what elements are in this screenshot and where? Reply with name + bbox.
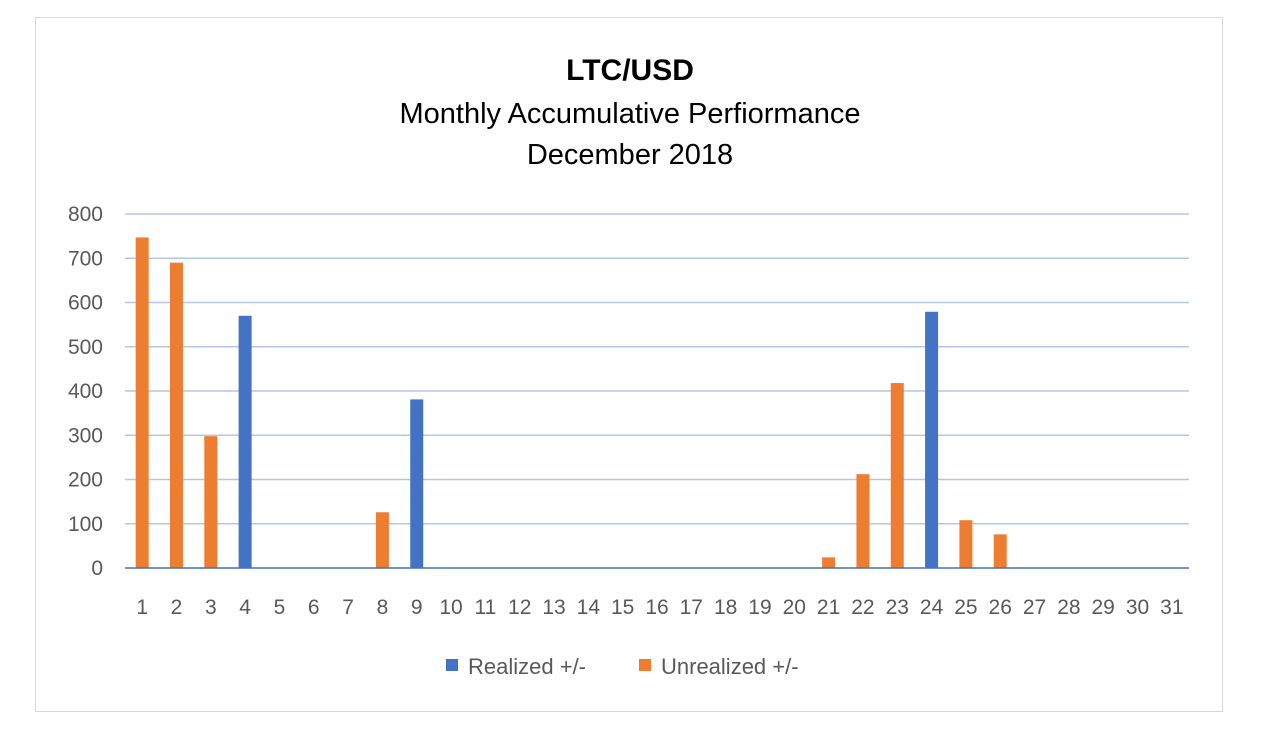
legend-swatch-realized: [446, 659, 458, 671]
x-tick-label: 19: [748, 596, 771, 619]
x-tick-label: 11: [474, 596, 496, 619]
bar-unrealized-day-3: [204, 436, 218, 568]
y-tick-label: 700: [68, 247, 103, 270]
y-axis-ticks: 0 100 200 300 400 500 600 700 800: [68, 203, 103, 580]
x-tick-label: 12: [508, 596, 531, 619]
x-tick-label: 4: [239, 596, 251, 619]
x-tick-label: 9: [411, 596, 423, 619]
x-tick-label: 20: [783, 596, 806, 619]
x-tick-label: 18: [714, 596, 737, 619]
bar-unrealized-day-26: [993, 534, 1007, 568]
chart-svg: LTC/USD Monthly Accumulative Perfiormanc…: [68, 54, 1189, 679]
y-tick-label: 800: [68, 203, 103, 226]
x-axis-ticks: 1 2 3 4 5 6 7 8 9 10 11 12 13 14 15 16 17 18 19 20 21 22 23 24 2…: [136, 596, 1183, 619]
gridlines: [125, 213, 1189, 525]
x-tick-label: 22: [851, 596, 874, 619]
x-tick-label: 28: [1057, 596, 1080, 619]
legend-swatch-unrealized: [639, 659, 651, 671]
legend: Realized +/- Unrealized +/-: [446, 654, 799, 679]
y-tick-label: 500: [68, 336, 103, 359]
y-tick-label: 400: [68, 380, 103, 403]
x-tick-label: 15: [611, 596, 634, 619]
x-tick-label: 13: [542, 596, 565, 619]
bar-unrealized-day-23: [890, 383, 904, 568]
bar-unrealized-day-22: [856, 474, 870, 568]
legend-label-unrealized: Unrealized +/-: [661, 654, 799, 679]
chart-title: LTC/USD: [566, 54, 694, 87]
x-tick-label: 2: [171, 596, 183, 619]
y-tick-label: 200: [68, 469, 103, 492]
x-tick-label: 10: [439, 596, 462, 619]
x-tick-label: 29: [1092, 596, 1115, 619]
bar-unrealized-day-1: [135, 237, 149, 568]
bar-realized-day-9: [410, 399, 424, 568]
chart-subtitle-line-2: December 2018: [527, 139, 733, 171]
x-tick-label: 6: [308, 596, 320, 619]
bar-realized-day-4: [238, 315, 252, 568]
x-tick-label: 31: [1160, 596, 1183, 619]
bar-unrealized-day-25: [959, 520, 973, 568]
y-tick-label: 300: [68, 424, 103, 447]
x-tick-label: 24: [920, 596, 944, 619]
x-tick-label: 16: [645, 596, 668, 619]
x-tick-label: 14: [577, 596, 601, 619]
x-tick-label: 3: [205, 596, 217, 619]
bars: [135, 237, 1007, 568]
bar-realized-day-24: [925, 311, 939, 568]
legend-label-realized: Realized +/-: [468, 654, 586, 679]
x-tick-label: 7: [342, 596, 354, 619]
bar-unrealized-day-2: [169, 262, 183, 568]
x-tick-label: 30: [1126, 596, 1149, 619]
bar-unrealized-day-8: [375, 512, 389, 568]
x-tick-label: 17: [680, 596, 703, 619]
bar-unrealized-day-21: [822, 557, 836, 568]
chart-frame: LTC/USD Monthly Accumulative Perfiormanc…: [35, 17, 1223, 712]
x-tick-label: 5: [274, 596, 286, 619]
x-tick-label: 1: [136, 596, 148, 619]
y-tick-label: 0: [91, 557, 103, 580]
y-tick-label: 100: [68, 513, 103, 536]
x-tick-label: 26: [989, 596, 1012, 619]
x-tick-label: 27: [1023, 596, 1046, 619]
x-tick-label: 21: [817, 596, 840, 619]
y-tick-label: 600: [68, 292, 103, 315]
x-tick-label: 8: [377, 596, 389, 619]
x-tick-label: 23: [886, 596, 909, 619]
x-tick-label: 25: [954, 596, 977, 619]
chart-title-group: LTC/USD Monthly Accumulative Perfiormanc…: [400, 54, 861, 171]
chart-subtitle-line-1: Monthly Accumulative Perfiormance: [400, 98, 861, 130]
